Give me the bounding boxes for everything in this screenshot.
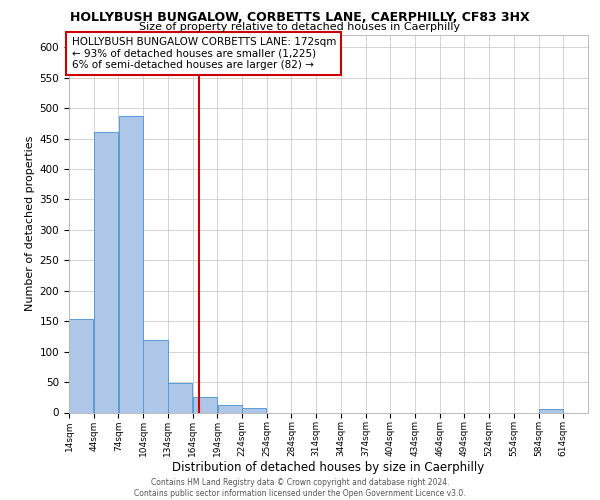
Bar bbox=[218, 404, 242, 412]
Bar bbox=[168, 384, 192, 412]
X-axis label: Distribution of detached houses by size in Caerphilly: Distribution of detached houses by size … bbox=[172, 460, 485, 473]
Bar bbox=[70, 320, 94, 412]
Text: Size of property relative to detached houses in Caerphilly: Size of property relative to detached ho… bbox=[139, 22, 461, 32]
Text: HOLLYBUSH BUNGALOW, CORBETTS LANE, CAERPHILLY, CF83 3HX: HOLLYBUSH BUNGALOW, CORBETTS LANE, CAERP… bbox=[70, 11, 530, 24]
Bar bbox=[94, 132, 118, 412]
Text: Contains HM Land Registry data © Crown copyright and database right 2024.
Contai: Contains HM Land Registry data © Crown c… bbox=[134, 478, 466, 498]
Bar bbox=[193, 398, 217, 412]
Bar bbox=[242, 408, 266, 412]
Bar bbox=[539, 410, 563, 412]
Y-axis label: Number of detached properties: Number of detached properties bbox=[25, 136, 35, 312]
Bar bbox=[119, 116, 143, 412]
Text: HOLLYBUSH BUNGALOW CORBETTS LANE: 172sqm
← 93% of detached houses are smaller (1: HOLLYBUSH BUNGALOW CORBETTS LANE: 172sqm… bbox=[71, 37, 336, 70]
Bar bbox=[143, 340, 167, 412]
